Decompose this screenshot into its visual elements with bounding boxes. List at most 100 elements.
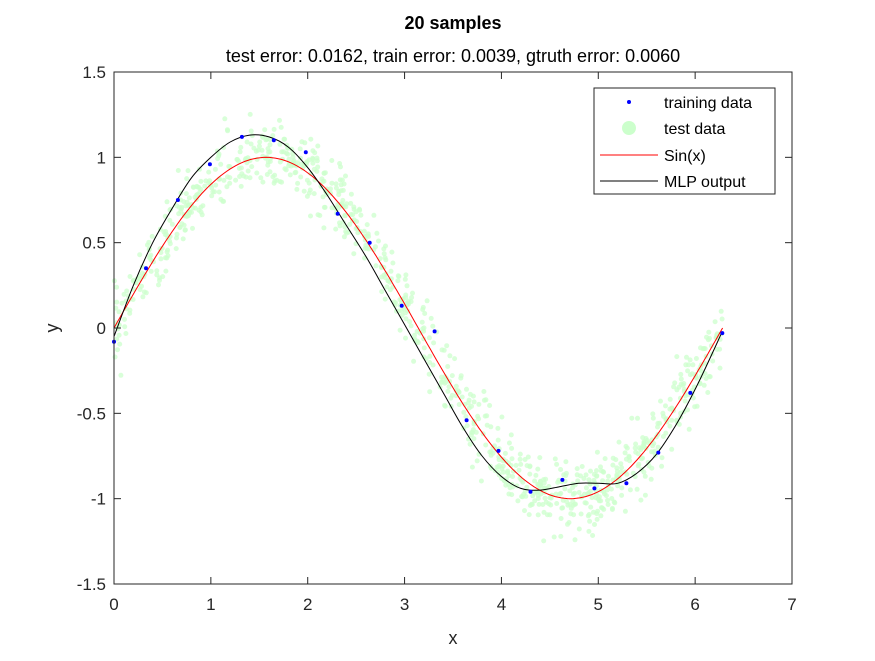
test-data-point [333,185,339,191]
test-data-point [632,445,638,451]
test-data-point [634,486,640,492]
training-data-point [592,486,597,491]
test-data-point [701,382,707,388]
test-data-point [256,143,262,149]
test-data-point [619,465,625,471]
test-data-point [586,477,592,483]
test-data-point [459,394,465,400]
test-data-point [175,168,181,173]
test-data-point [452,356,458,362]
test-data-point [474,458,480,464]
test-data-point [588,488,593,494]
x-tick-label: 6 [690,595,699,614]
test-data-point [248,128,254,134]
test-data-point [594,449,600,455]
test-data-point [202,183,208,189]
test-data-point [265,146,271,152]
test-data-point [659,463,665,469]
test-data-point [490,450,496,456]
legend-label-sin: Sin(x) [664,148,706,165]
test-data-point [115,347,120,353]
test-data-point [712,319,718,325]
legend: training data test data Sin(x) MLP outpu… [593,87,776,195]
test-data-point [348,200,354,206]
test-data-point [448,395,454,401]
test-data-point [117,341,123,347]
test-data-point [535,496,541,501]
test-data-point [411,358,417,364]
x-tick-label: 4 [497,595,506,614]
test-data-point [238,183,244,189]
test-data-point [623,456,629,462]
test-data-point [281,149,287,155]
test-data-point [655,424,660,430]
test-data-point [215,156,221,162]
test-data-point [295,160,301,166]
test-data-point [430,323,436,329]
test-data-point [483,442,489,448]
test-data-point [461,409,467,415]
test-data-point [247,175,253,181]
test-data-point [495,437,501,443]
test-data-point [468,432,474,438]
test-data-point [427,360,433,365]
test-data-point [310,160,316,166]
test-data-point [509,445,515,451]
test-data-point [379,289,385,295]
test-data-point [463,414,469,420]
test-data-point [198,204,204,210]
test-data-point [551,534,557,540]
test-data-point [277,141,283,147]
training-data-point [432,329,437,334]
test-data-point [473,429,479,435]
test-data-point [279,179,285,185]
test-data-point [378,264,384,270]
test-data-point [537,455,543,461]
test-data-point [683,362,689,368]
test-data-point [421,325,427,331]
test-data-point [563,473,569,479]
test-data-point [426,371,432,377]
test-data-point [245,168,251,174]
test-data-point [298,174,304,180]
test-data-point [672,380,678,386]
test-data-point [627,487,633,493]
test-data-point [594,473,600,479]
test-data-point [527,471,533,477]
test-data-point [427,389,433,395]
test-data-point [685,368,691,374]
y-tick-label: 0 [97,319,106,338]
test-data-point [687,357,693,363]
tick-layer: 0 1 2 3 4 5 6 7 -1.5 -1 -0.5 0 0.5 1 1.5 [77,63,797,614]
test-data-point [122,324,128,330]
test-data-point [220,198,226,204]
test-data-point [398,308,404,314]
test-data-point [140,294,146,300]
test-data-point [686,426,692,432]
test-data-point [532,478,538,484]
test-data-point [467,391,473,397]
test-data-point [267,137,273,143]
test-data-point [258,175,264,181]
test-data-point [590,533,596,538]
y-tick-label: 1.5 [82,63,106,82]
test-data-point [156,282,161,288]
test-data-point [619,492,625,498]
test-data-point [137,252,143,258]
test-data-point [610,455,616,461]
test-data-point [183,191,189,197]
test-data-point [158,256,164,262]
test-data-point [581,476,587,481]
test-data-point [186,195,192,201]
test-data-point [469,403,474,409]
test-data-point [421,345,427,351]
test-data-point [249,164,255,170]
test-data-point [707,374,713,380]
test-data-point [122,316,127,322]
test-data-point [674,354,680,360]
test-data-point [383,243,388,249]
x-tick-label: 1 [206,595,215,614]
test-data-point [573,501,578,507]
test-data-point [189,209,194,215]
